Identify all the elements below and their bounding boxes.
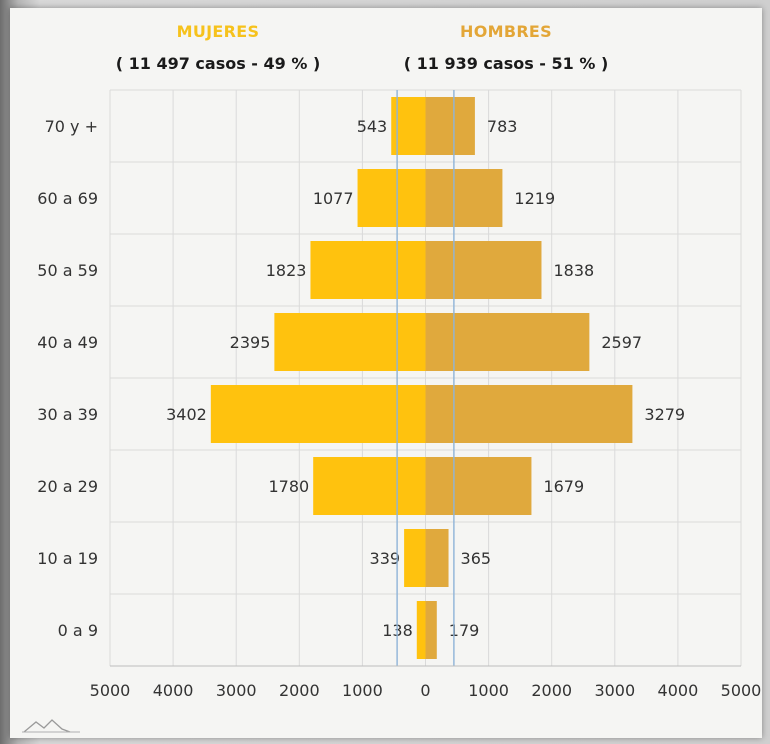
data-label-mujeres-3: 2395 (230, 333, 271, 352)
mountain-logo-icon (22, 719, 80, 733)
bar-hombres-0 (425, 97, 475, 155)
bar-hombres-5 (425, 457, 532, 515)
chart-card: MUJERES ( 11 497 casos - 49 % ) HOMBRES … (10, 8, 762, 738)
bar-mujeres-3 (274, 313, 426, 371)
x-tick-label-8: 3000 (594, 681, 635, 700)
data-label-mujeres-4: 3402 (166, 405, 207, 424)
x-tick-label-6: 1000 (468, 681, 509, 700)
bar-mujeres-6 (404, 529, 426, 587)
x-tick-label-9: 4000 (658, 681, 699, 700)
category-label-3: 40 a 49 (37, 333, 98, 352)
x-tick-label-1: 4000 (153, 681, 194, 700)
bar-mujeres-4 (210, 385, 426, 443)
category-label-1: 60 a 69 (37, 189, 98, 208)
x-tick-label-0: 5000 (90, 681, 131, 700)
category-label-4: 30 a 39 (37, 405, 98, 424)
data-label-hombres-3: 2597 (601, 333, 642, 352)
x-tick-label-5: 0 (420, 681, 430, 700)
hombres-header: HOMBRES (460, 22, 552, 41)
data-label-hombres-6: 365 (461, 549, 492, 568)
data-label-mujeres-2: 1823 (266, 261, 307, 280)
data-label-hombres-0: 783 (487, 117, 518, 136)
data-label-hombres-5: 1679 (543, 477, 584, 496)
bar-mujeres-5 (313, 457, 426, 515)
category-label-2: 50 a 59 (37, 261, 98, 280)
bar-hombres-6 (425, 529, 449, 587)
category-label-5: 20 a 29 (37, 477, 98, 496)
data-label-mujeres-1: 1077 (313, 189, 354, 208)
bar-mujeres-0 (391, 97, 426, 155)
bar-hombres-4 (425, 385, 633, 443)
bar-hombres-7 (425, 601, 437, 659)
data-label-mujeres-5: 1780 (268, 477, 309, 496)
bar-hombres-3 (425, 313, 590, 371)
data-label-hombres-4: 3279 (644, 405, 685, 424)
data-label-mujeres-0: 543 (357, 117, 388, 136)
population-pyramid-chart: 543 783 70 y + 1077 1219 60 a 69 1823 1838 50 a … (37, 89, 762, 700)
bar-mujeres-1 (357, 169, 426, 227)
data-label-mujeres-6: 339 (370, 549, 401, 568)
bar-hombres-2 (425, 241, 542, 299)
mujeres-count: ( 11 497 casos - 49 % ) (115, 54, 321, 73)
x-tick-label-10: 5000 (721, 681, 762, 700)
bar-hombres-1 (425, 169, 503, 227)
category-label-6: 10 a 19 (37, 549, 98, 568)
hombres-count: ( 11 939 casos - 51 % ) (403, 54, 609, 73)
category-label-0: 70 y + (45, 117, 98, 136)
x-tick-label-3: 2000 (279, 681, 320, 700)
bar-mujeres-7 (416, 601, 426, 659)
x-tick-label-2: 3000 (216, 681, 257, 700)
category-label-7: 0 a 9 (58, 621, 98, 640)
bar-mujeres-2 (310, 241, 426, 299)
x-tick-label-4: 1000 (342, 681, 383, 700)
mujeres-header: MUJERES (176, 22, 260, 41)
x-tick-label-7: 2000 (531, 681, 572, 700)
data-label-hombres-2: 1838 (553, 261, 594, 280)
data-label-hombres-7: 179 (449, 621, 480, 640)
data-label-hombres-1: 1219 (514, 189, 555, 208)
